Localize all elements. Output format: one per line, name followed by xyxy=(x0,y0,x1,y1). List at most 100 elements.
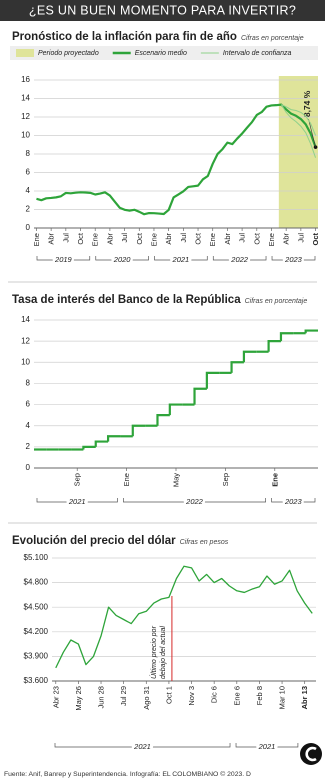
group-bracket xyxy=(123,498,266,503)
header-bar xyxy=(0,0,325,21)
y-tick-label: $4.200 xyxy=(24,627,49,636)
x-tick-label: Abr xyxy=(47,232,56,244)
group-bracket xyxy=(271,498,316,503)
step-segment xyxy=(193,387,207,405)
x-tick-label: Ene xyxy=(91,233,100,246)
y-tick-label: $4.500 xyxy=(24,602,49,611)
x-tick-label: Ene xyxy=(149,233,158,246)
marker-text: Último precio por xyxy=(149,625,158,679)
group-label: 2022 xyxy=(185,497,204,506)
y-tick-label: 4 xyxy=(26,421,31,430)
x-tick-label: Oct 1 xyxy=(164,686,173,704)
chart-title: Evolución del precio del dólar xyxy=(12,535,176,547)
x-tick-label: Oct xyxy=(252,232,261,245)
legend-label: Intervalo de confianza xyxy=(223,50,292,57)
y-tick-label: 12 xyxy=(21,336,30,345)
step-segment xyxy=(94,440,109,447)
step-segment xyxy=(267,340,281,352)
y-tick-label: 10 xyxy=(21,131,30,140)
step-segment xyxy=(168,403,183,416)
legend-label: Periodo proyectado xyxy=(38,50,99,57)
y-tick-label: 16 xyxy=(21,75,30,84)
legend-label: Escenario medio xyxy=(135,50,187,57)
group-label: 2020 xyxy=(113,255,132,264)
line xyxy=(55,565,313,669)
group-bracket xyxy=(36,256,91,261)
x-tick-label: Ene xyxy=(208,233,217,246)
x-tick-label: Oct xyxy=(194,232,203,245)
group-label: 2019 xyxy=(54,255,73,264)
x-tick-label: Jul xyxy=(61,233,70,243)
x-tick-label: May xyxy=(171,473,180,487)
point xyxy=(313,145,318,149)
group-label: 2021 xyxy=(172,255,190,264)
y-tick-label: 6 xyxy=(26,400,31,409)
x-tick-label: Oct xyxy=(76,232,85,245)
group-label: 2021 xyxy=(258,742,276,751)
x-tick-label: Jul xyxy=(179,233,188,243)
confidence-lower xyxy=(280,104,317,158)
logo-mark xyxy=(305,746,317,762)
x-tick-label: Feb 8 xyxy=(255,686,264,705)
y-tick-label: 14 xyxy=(21,94,30,103)
line xyxy=(36,103,317,216)
chart-title: Tasa de interés del Banco de la Repúblic… xyxy=(12,294,241,306)
group-label: 2021 xyxy=(133,742,151,751)
x-tick-label: Sep xyxy=(221,473,230,486)
group-bracket xyxy=(154,256,208,261)
x-tick-label: Jul xyxy=(238,233,247,243)
x-tick-label: Abr xyxy=(164,232,173,244)
projected-period xyxy=(278,76,318,228)
chart-subtitle: Cifras en porcentaje xyxy=(245,298,308,305)
y-tick-label: 10 xyxy=(21,357,30,366)
group-label: 2023 xyxy=(284,497,303,506)
x-tick-label: Jul 29 xyxy=(119,686,128,706)
x-tick-label: Ene xyxy=(267,233,276,246)
x-tick-label: Ene xyxy=(122,473,131,486)
confidence-upper xyxy=(281,104,317,136)
y-tick-label: $3.600 xyxy=(24,676,49,685)
x-tick-label: Abr xyxy=(105,232,114,244)
step-segment xyxy=(82,445,96,450)
x-tick-label: Jul xyxy=(120,233,129,243)
step-segment xyxy=(279,332,294,342)
y-tick-label: $3.900 xyxy=(24,652,49,661)
y-tick-label: 8 xyxy=(26,379,31,388)
legend-swatch xyxy=(16,49,34,57)
x-tick-label: Oct xyxy=(311,233,320,246)
x-tick-label: Nov 3 xyxy=(187,686,196,706)
group-label: 2021 xyxy=(68,497,86,506)
chart-subtitle: Cifras en porcentaje xyxy=(241,35,304,42)
x-tick-label: Sep xyxy=(73,473,82,486)
x-tick-label: Abr 13 xyxy=(300,686,309,709)
group-bracket xyxy=(235,743,299,748)
x-tick-label: Ene xyxy=(32,233,41,246)
footer-source: Fuente: Anif, Banrep y Superintendencia.… xyxy=(4,770,251,778)
x-tick-label: Dic 6 xyxy=(210,686,219,703)
x-tick-label: Ago 31 xyxy=(142,686,151,710)
y-tick-label: 6 xyxy=(26,168,31,177)
chart-title: Pronóstico de la inflación para fin de a… xyxy=(12,31,237,43)
x-tick-label: Oct xyxy=(135,232,144,245)
step-segment xyxy=(304,329,318,334)
y-tick-label: 0 xyxy=(26,223,31,232)
step-segment xyxy=(156,414,170,426)
group-bracket xyxy=(36,498,118,503)
y-tick-label: $5.100 xyxy=(24,553,49,562)
marker-text: debajo del actual xyxy=(160,626,167,679)
x-tick-label: Abr xyxy=(282,232,291,244)
group-bracket xyxy=(212,256,267,261)
x-tick-label: Mar 10 xyxy=(278,686,287,709)
x-tick-label: Jun 28 xyxy=(97,686,106,709)
value-label: 8,74 % xyxy=(302,90,312,117)
y-tick-label: 2 xyxy=(26,442,31,451)
y-tick-label: 12 xyxy=(21,112,30,121)
step-segment xyxy=(230,361,244,373)
step-segment xyxy=(242,350,257,363)
step-segment xyxy=(131,424,146,437)
y-tick-label: $4.800 xyxy=(24,578,49,587)
x-tick-label: Ene 6 xyxy=(232,686,241,706)
y-tick-label: 14 xyxy=(21,315,30,324)
logo xyxy=(300,743,322,765)
